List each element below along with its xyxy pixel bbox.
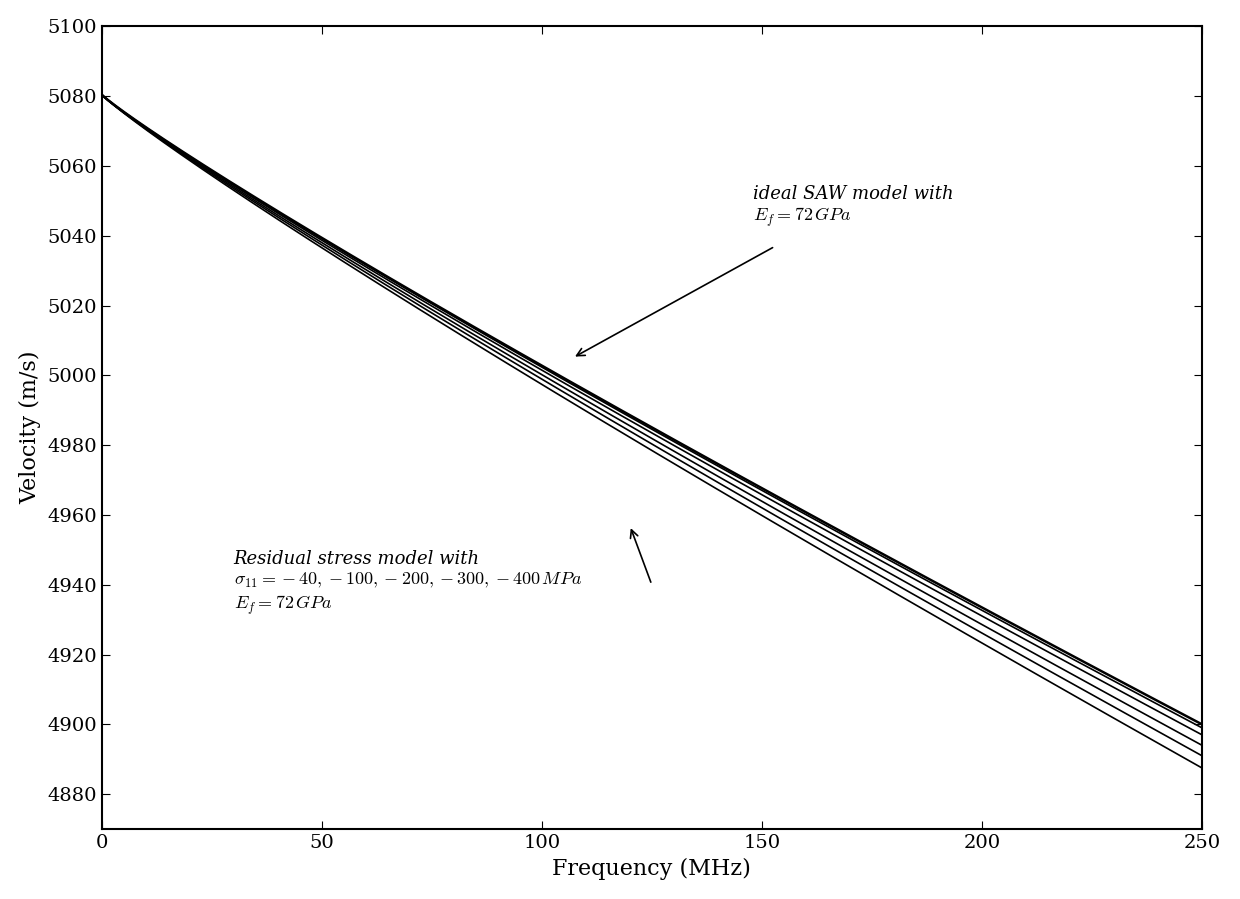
- Text: ideal SAW model with
$E_f = 72\,GPa$: ideal SAW model with $E_f = 72\,GPa$: [753, 184, 954, 229]
- Text: Residual stress model with
$\sigma_{11} = -40,-100,-200,-300,-400\,MPa$
$E_f = 7: Residual stress model with $\sigma_{11} …: [233, 550, 582, 617]
- Y-axis label: Velocity (m/s): Velocity (m/s): [20, 351, 41, 504]
- X-axis label: Frequency (MHz): Frequency (MHz): [552, 858, 751, 879]
